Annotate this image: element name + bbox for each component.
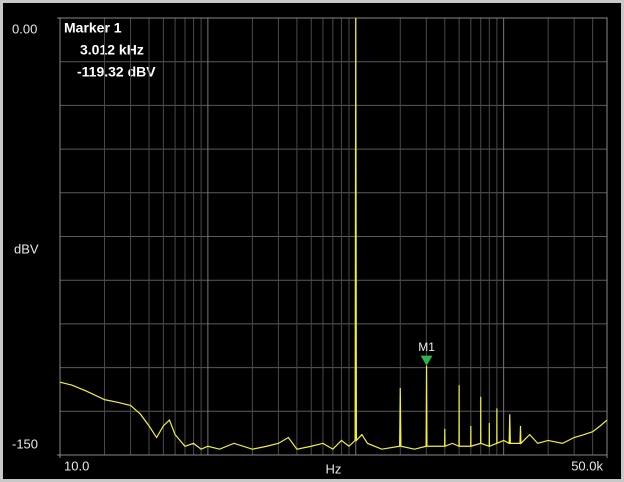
trace [59,17,608,450]
marker-triangle [420,355,433,366]
y-tick-label: 0.00 [12,21,37,36]
marker-level: -119.32 dBV [77,64,156,80]
marker-frequency: 3.012 kHz [80,42,144,58]
y-axis-label: dBV [14,241,39,256]
marker-label: M1 [418,340,435,354]
x-axis-label: Hz [326,461,342,476]
plot-frame [59,17,608,456]
marker-title: Marker 1 [64,20,122,36]
x-tick-label: 10.0 [64,458,89,473]
x-tick-label: 50.0k [571,458,603,473]
y-tick-label: -150 [12,436,38,451]
